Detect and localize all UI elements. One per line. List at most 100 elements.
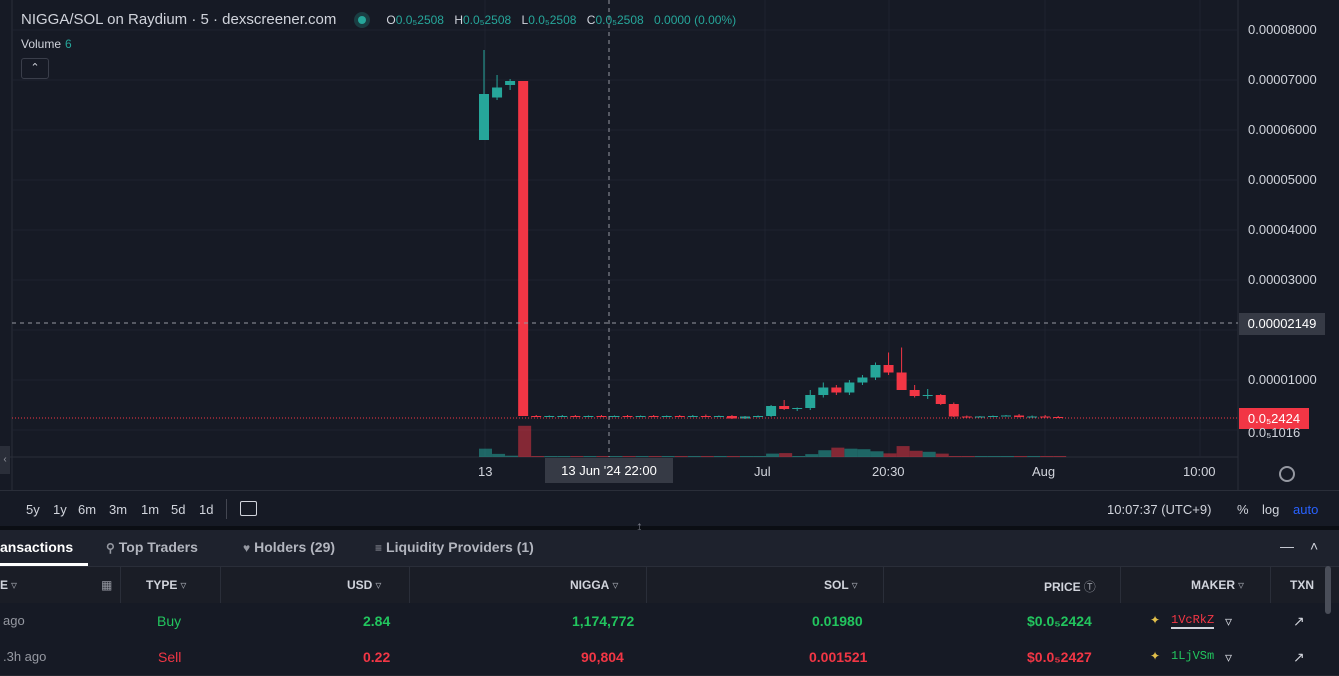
volume-bar <box>948 456 962 457</box>
tab-top-traders[interactable]: ⚲ Top Traders <box>106 539 198 555</box>
collapse-up-icon[interactable]: ˄ <box>1310 538 1319 554</box>
ohlc-low-key: L <box>521 12 529 27</box>
calendar-icon[interactable]: ▦ <box>101 578 113 592</box>
candle-body <box>961 416 972 418</box>
volume-bar <box>831 447 845 457</box>
candle-body <box>557 416 568 417</box>
col-sol[interactable]: SOL ▿ <box>824 578 858 592</box>
filter-icon[interactable]: ▿ <box>612 578 619 592</box>
candle-body <box>1053 417 1064 418</box>
trophy-icon: ⚲ <box>106 541 115 555</box>
resize-handle-icon[interactable]: ↕ <box>636 518 643 534</box>
settings-gear-icon[interactable] <box>1279 466 1295 482</box>
percent-toggle[interactable]: % <box>1237 502 1249 517</box>
candle-body <box>896 372 907 390</box>
panel-resize-bar[interactable] <box>0 526 1339 530</box>
volume-bar <box>974 456 988 457</box>
row-sol: 0.001521 <box>809 649 868 665</box>
col-usd[interactable]: USD ▿ <box>347 578 381 592</box>
filter-icon[interactable]: ▿ <box>375 578 382 592</box>
candle-body <box>1040 416 1051 418</box>
list-icon: ≡ <box>375 541 383 555</box>
currency-icon[interactable]: Ⓣ <box>1083 580 1096 594</box>
auto-toggle[interactable]: auto <box>1293 502 1319 517</box>
tab-transactions[interactable]: ansactions <box>0 539 74 555</box>
filter-icon[interactable]: ▿ <box>180 578 187 592</box>
row-price: $0.0₅2424 <box>1027 613 1092 629</box>
candle-body <box>753 416 764 417</box>
heart-icon: ♥ <box>243 541 251 555</box>
external-link-icon[interactable]: ↗ <box>1293 649 1305 665</box>
tab-holders[interactable]: ♥ Holders (29) <box>243 539 335 555</box>
table-row[interactable]: .3h ago Sell 0.22 90,804 0.001521 $0.0₅2… <box>0 639 1339 676</box>
ohlc-close: 0.0₅2508 <box>595 12 644 27</box>
filter-icon[interactable]: ▿ <box>11 578 18 592</box>
volume-bar <box>740 456 753 457</box>
volume-bar <box>818 450 832 457</box>
volume-bar <box>557 456 571 457</box>
volume-bar <box>779 453 793 457</box>
table-scrollbar[interactable] <box>1325 566 1331 614</box>
ohlc-open-key: O <box>386 12 396 27</box>
x-tick-label: 20:30 <box>872 464 905 479</box>
chevron-left-icon[interactable]: ‹ <box>0 446 10 474</box>
candlestick-chart[interactable] <box>0 0 1339 490</box>
col-usd-label: USD <box>347 578 373 592</box>
row-age: .3h ago <box>3 649 47 664</box>
candle-body <box>1001 415 1011 417</box>
filter-icon[interactable]: ▿ <box>851 578 858 592</box>
filter-maker-icon[interactable]: ▿ <box>1225 649 1233 665</box>
chevron-up-icon[interactable]: ⌃ <box>21 58 49 79</box>
candle-body <box>831 387 842 393</box>
table-row[interactable]: ago Buy 2.84 1,174,772 0.01980 $0.0₅2424… <box>0 603 1339 640</box>
candle-body <box>687 416 698 417</box>
col-type[interactable]: TYPE ▿ <box>146 578 186 592</box>
col-maker[interactable]: MAKER ▿ <box>1191 578 1244 592</box>
volume-legend: Volume 6 <box>21 37 72 51</box>
volume-bar <box>857 449 871 457</box>
col-date[interactable]: E ▿ <box>0 578 17 592</box>
y-tick-label: 0.00001000 <box>1248 372 1317 387</box>
col-divider <box>883 567 884 603</box>
last-price-label: 0.0₅2424 <box>1239 408 1309 429</box>
ohlc-change: 0.0000 (0.00%) <box>654 12 737 27</box>
filter-icon[interactable]: ▿ <box>1238 578 1245 592</box>
crosshair-price-label: 0.00002149 <box>1239 313 1325 335</box>
range-1d[interactable]: 1d <box>199 502 214 517</box>
calendar-goto-icon[interactable] <box>240 501 257 516</box>
range-1m[interactable]: 1m <box>141 502 160 517</box>
minimize-icon[interactable]: — <box>1280 538 1294 554</box>
range-1y[interactable]: 1y <box>53 502 67 517</box>
clock-readout[interactable]: 10:07:37 (UTC+9) <box>1107 502 1212 517</box>
row-maker[interactable]: 1VcRkZ <box>1171 613 1215 629</box>
candle-body <box>1027 416 1038 418</box>
volume-bar <box>635 456 649 457</box>
price-chart[interactable]: NIGGA/SOL on Raydium · 5 · dexscreener.c… <box>0 0 1339 490</box>
row-type: Sell <box>158 649 182 665</box>
range-6m[interactable]: 6m <box>78 502 97 517</box>
col-token[interactable]: NIGGA ▿ <box>570 578 618 592</box>
external-link-icon[interactable]: ↗ <box>1293 613 1305 629</box>
y-tick-label: 0.00003000 <box>1248 272 1317 287</box>
candle-body <box>766 406 777 416</box>
volume-bar <box>961 456 975 457</box>
filter-maker-icon[interactable]: ▿ <box>1225 613 1233 629</box>
candle-body <box>870 365 881 378</box>
tab-liquidity-providers[interactable]: ≡ Liquidity Providers (1) <box>375 539 534 555</box>
volume-bar <box>792 456 806 457</box>
row-maker[interactable]: 1LjVSm <box>1171 649 1215 663</box>
log-toggle[interactable]: log <box>1262 502 1280 517</box>
range-3m[interactable]: 3m <box>109 502 128 517</box>
range-5y[interactable]: 5y <box>26 502 40 517</box>
ohlc-readout: O0.0₅2508 H0.0₅2508 L0.0₅2508 C0.0₅2508 … <box>386 13 736 27</box>
volume-bar <box>544 456 558 457</box>
candle-body <box>661 416 672 417</box>
col-price[interactable]: PRICE Ⓣ <box>1044 578 1096 595</box>
volume-bar <box>909 450 923 457</box>
volume-bar <box>713 456 727 457</box>
candle-body <box>792 408 803 409</box>
candle-body <box>713 416 724 417</box>
range-5d[interactable]: 5d <box>171 502 186 517</box>
col-sol-label: SOL <box>824 578 849 592</box>
volume-bar <box>661 456 675 457</box>
